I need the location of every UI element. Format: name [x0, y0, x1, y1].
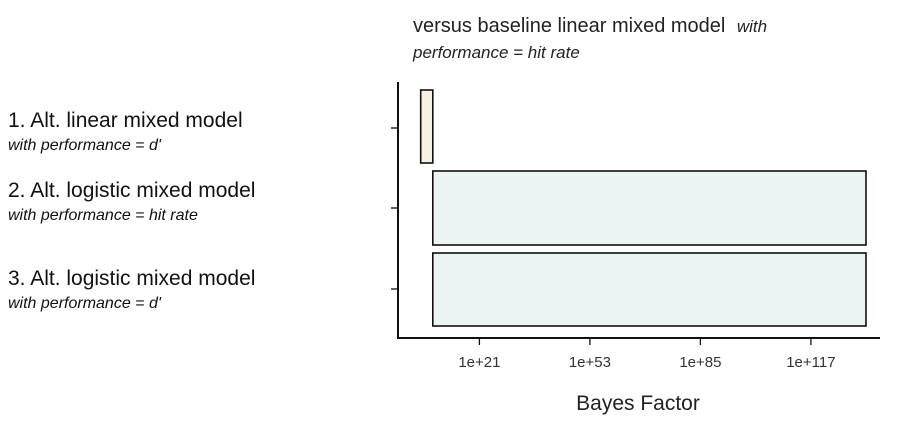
chart-title-second-line: performance = hit rate	[412, 43, 580, 62]
x-axis-title: Bayes Factor	[576, 392, 700, 415]
x-tick-label-1e21: 1e+21	[458, 354, 500, 371]
row-label-3-sub: with performance = d'	[8, 295, 162, 312]
bar-model-3	[431, 252, 867, 327]
x-tick-label-1e85: 1e+85	[679, 354, 721, 371]
chart-title-main: versus baseline linear mixed model	[413, 15, 725, 37]
row-label-2-main: 2. Alt. logistic mixed model	[8, 179, 255, 202]
x-tick-label-1e53: 1e+53	[569, 354, 611, 371]
x-tick-label-1e117: 1e+117	[786, 354, 835, 371]
chart-title-em-inline: with	[737, 17, 767, 36]
row-label-1-sub: with performance = d'	[8, 137, 162, 154]
bar-model-2	[431, 170, 867, 246]
bar-model-1	[419, 89, 434, 164]
row-label-3-main: 3. Alt. logistic mixed model	[8, 267, 255, 290]
row-label-1-main: 1. Alt. linear mixed model	[8, 109, 243, 132]
row-label-2-sub: with performance = hit rate	[8, 207, 198, 224]
chart-title: versus baseline linear mixed model with	[413, 15, 767, 37]
